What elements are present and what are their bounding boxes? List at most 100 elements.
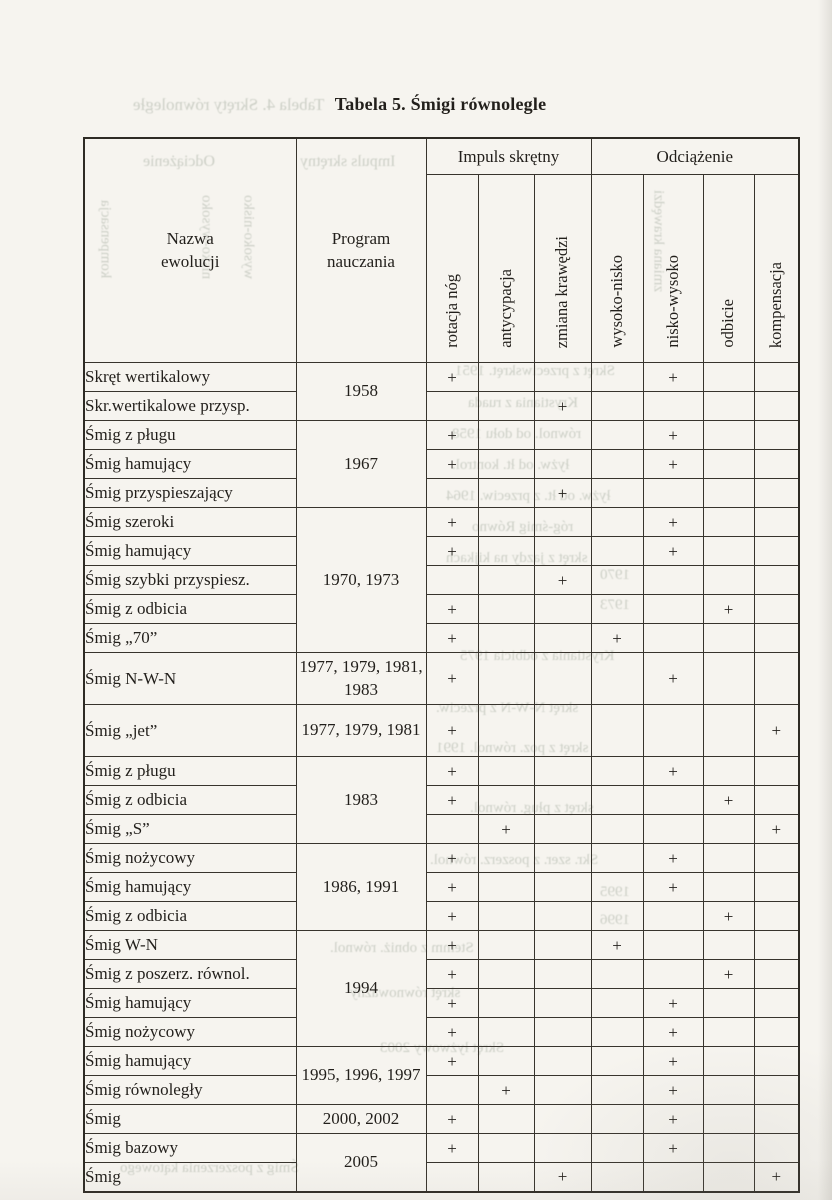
empty-mark-cell bbox=[642, 959, 704, 989]
table-row: Śmig hamujący + + bbox=[83, 872, 800, 902]
empty-mark-cell bbox=[533, 901, 592, 931]
plus-mark-cell: + bbox=[702, 901, 755, 931]
empty-mark-cell bbox=[590, 901, 644, 931]
empty-mark-cell bbox=[533, 930, 592, 960]
empty-mark-cell bbox=[590, 1104, 644, 1134]
empty-mark-cell bbox=[533, 652, 592, 705]
empty-mark-cell bbox=[753, 449, 800, 479]
plus-mark-cell: + bbox=[590, 623, 644, 653]
empty-mark-cell bbox=[702, 756, 755, 786]
empty-mark-cell bbox=[533, 1046, 592, 1076]
empty-mark-cell bbox=[753, 652, 800, 705]
empty-mark-cell bbox=[702, 1162, 755, 1192]
plus-mark-cell: + bbox=[425, 901, 479, 931]
empty-mark-cell bbox=[477, 565, 535, 595]
empty-mark-cell bbox=[533, 1133, 592, 1163]
evolution-name-cell: Śmig z odbicia bbox=[83, 901, 297, 931]
empty-mark-cell bbox=[642, 785, 704, 815]
empty-mark-cell bbox=[702, 623, 755, 653]
column-header-label: odbicie bbox=[718, 299, 738, 348]
plus-mark-cell: + bbox=[642, 1133, 704, 1163]
empty-mark-cell bbox=[702, 988, 755, 1018]
plus-mark-cell: + bbox=[642, 1104, 704, 1134]
empty-mark-cell bbox=[533, 1104, 592, 1134]
empty-mark-cell bbox=[477, 872, 535, 902]
empty-mark-cell bbox=[590, 872, 644, 902]
empty-mark-cell bbox=[533, 1017, 592, 1047]
empty-mark-cell bbox=[425, 391, 479, 421]
table-body: Skręt wertikalowy 1958 + + Skr.wertikalowe p… bbox=[83, 362, 800, 1192]
empty-mark-cell bbox=[477, 704, 535, 757]
program-year-cell: 1977, 1979, 1981, 1983 bbox=[295, 652, 427, 705]
plus-mark-cell: + bbox=[425, 756, 479, 786]
empty-mark-cell bbox=[533, 507, 592, 537]
table-row: Śmig przyspieszający + bbox=[83, 478, 800, 508]
plus-mark-cell: + bbox=[425, 652, 479, 705]
empty-mark-cell bbox=[533, 536, 592, 566]
plus-mark-cell: + bbox=[642, 1046, 704, 1076]
empty-mark-cell bbox=[425, 1162, 479, 1192]
empty-mark-cell bbox=[753, 930, 800, 960]
table-row: Śmig szeroki 1970, 1973 + + bbox=[83, 507, 800, 653]
evolution-name-cell: Śmig N-W-N bbox=[83, 652, 297, 705]
evolution-name-cell: Śmig z odbicia bbox=[83, 785, 297, 815]
plus-mark-cell: + bbox=[642, 536, 704, 566]
plus-mark-cell: + bbox=[642, 1017, 704, 1047]
empty-mark-cell bbox=[702, 704, 755, 757]
empty-mark-cell bbox=[477, 756, 535, 786]
column-header-label: zmiana krawędzi bbox=[552, 235, 572, 348]
empty-mark-cell bbox=[753, 565, 800, 595]
empty-mark-cell bbox=[477, 843, 535, 873]
empty-mark-cell bbox=[533, 704, 592, 757]
program-year-cell: 1986, 1991 bbox=[295, 843, 427, 931]
empty-mark-cell bbox=[590, 843, 644, 873]
empty-mark-cell bbox=[590, 1017, 644, 1047]
program-year-cell: 1983 bbox=[295, 756, 427, 844]
plus-mark-cell: + bbox=[702, 594, 755, 624]
empty-mark-cell bbox=[702, 843, 755, 873]
empty-mark-cell bbox=[477, 1133, 535, 1163]
column-header-label: rotacja nóg bbox=[441, 274, 461, 348]
evolution-name-cell: Skr.wertikalowe przysp. bbox=[83, 391, 297, 421]
empty-mark-cell bbox=[753, 536, 800, 566]
plus-mark-cell: + bbox=[425, 988, 479, 1018]
evolution-name-cell: Śmig bazowy bbox=[83, 1133, 297, 1163]
empty-mark-cell bbox=[642, 930, 704, 960]
table-row: Śmig z odbicia + + bbox=[83, 785, 800, 815]
evolution-name-cell: Śmig hamujący bbox=[83, 536, 297, 566]
empty-mark-cell bbox=[590, 536, 644, 566]
empty-mark-cell bbox=[590, 959, 644, 989]
empty-mark-cell bbox=[590, 1133, 644, 1163]
program-year-cell: 2005 bbox=[295, 1133, 427, 1192]
empty-mark-cell bbox=[425, 814, 479, 844]
table-row: Śmig 2000, 2002 + + bbox=[83, 1104, 800, 1134]
plus-mark-cell: + bbox=[642, 420, 704, 450]
empty-mark-cell bbox=[702, 930, 755, 960]
empty-mark-cell bbox=[590, 565, 644, 595]
empty-mark-cell bbox=[702, 872, 755, 902]
table-row: Śmig równoległy + + bbox=[83, 1075, 800, 1105]
plus-mark-cell: + bbox=[642, 362, 704, 392]
header-group-row: Nazwa ewolucji Program nauczania Impuls … bbox=[83, 137, 800, 363]
column-header-nisko-wysoko: nisko-wysoko bbox=[642, 174, 704, 363]
evolution-name-cell: Śmig z pługu bbox=[83, 420, 297, 450]
empty-mark-cell bbox=[753, 362, 800, 392]
evolution-name-cell: Śmig z poszerz. równol. bbox=[83, 959, 297, 989]
evolution-name-cell: Śmig przyspieszający bbox=[83, 478, 297, 508]
empty-mark-cell bbox=[702, 478, 755, 508]
empty-mark-cell bbox=[590, 785, 644, 815]
empty-mark-cell bbox=[425, 1075, 479, 1105]
table-row: Śmig szybki przyspiesz. + bbox=[83, 565, 800, 595]
plus-mark-cell: + bbox=[425, 1017, 479, 1047]
column-group-odciazenie: Odciążenie bbox=[590, 137, 800, 175]
table-row: Śmig N-W-N 1977, 1979, 1981, 1983 + + bbox=[83, 652, 800, 705]
empty-mark-cell bbox=[753, 1046, 800, 1076]
empty-mark-cell bbox=[477, 1104, 535, 1134]
evolution-name-cell: Śmig hamujący bbox=[83, 449, 297, 479]
evolution-name-cell: Śmig z pługu bbox=[83, 756, 297, 786]
empty-mark-cell bbox=[590, 1162, 644, 1192]
empty-mark-cell bbox=[642, 391, 704, 421]
empty-mark-cell bbox=[753, 623, 800, 653]
column-header-label: wysoko-nisko bbox=[606, 255, 626, 348]
empty-mark-cell bbox=[753, 1104, 800, 1134]
